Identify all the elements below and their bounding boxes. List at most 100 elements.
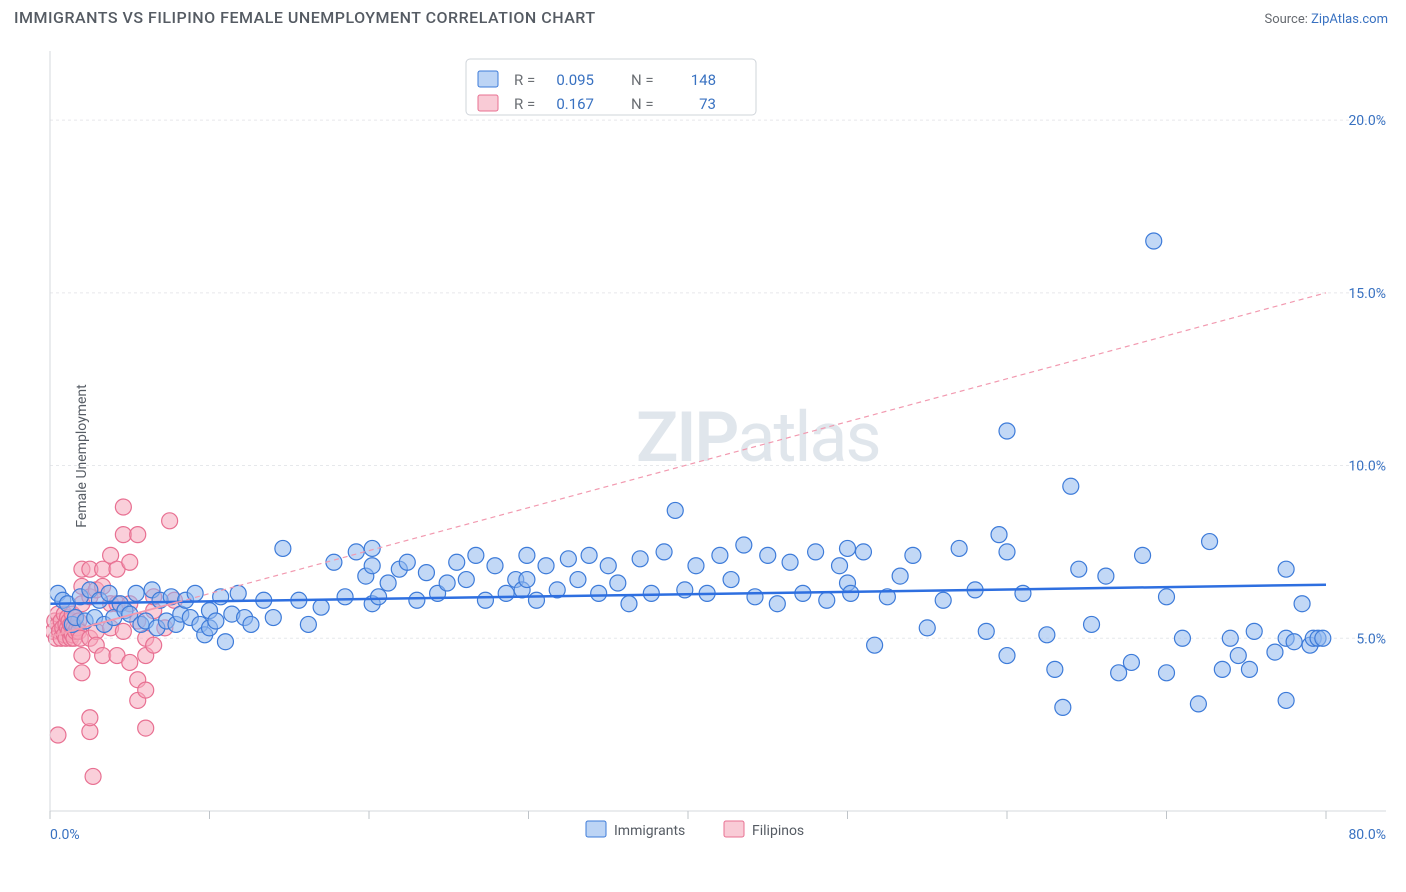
- legend-n-value: 148: [691, 71, 716, 89]
- data-point: [867, 637, 883, 653]
- data-point: [1246, 623, 1262, 639]
- legend-r-value: 0.095: [556, 71, 594, 89]
- data-point: [208, 613, 224, 629]
- data-point: [736, 537, 752, 553]
- data-point: [1159, 589, 1175, 605]
- data-point: [458, 572, 474, 588]
- data-point: [855, 544, 871, 560]
- data-point: [1230, 648, 1246, 664]
- data-point: [115, 499, 131, 515]
- data-point: [85, 768, 101, 784]
- data-point: [1039, 627, 1055, 643]
- data-point: [162, 513, 178, 529]
- data-point: [999, 423, 1015, 439]
- legend-n-value: 73: [699, 95, 716, 113]
- data-point: [1063, 478, 1079, 494]
- data-point: [1267, 644, 1283, 660]
- data-point: [591, 585, 607, 601]
- series-legend-swatch: [586, 821, 606, 837]
- data-point: [138, 720, 154, 736]
- data-point: [643, 585, 659, 601]
- data-point: [115, 527, 131, 543]
- data-point: [122, 554, 138, 570]
- data-point: [999, 544, 1015, 560]
- data-point: [808, 544, 824, 560]
- data-point: [999, 648, 1015, 664]
- data-point: [656, 544, 672, 560]
- data-point: [1286, 634, 1302, 650]
- legend-r-label: R =: [514, 71, 535, 89]
- data-point: [1174, 630, 1190, 646]
- data-point: [905, 547, 921, 563]
- data-point: [600, 558, 616, 574]
- data-point: [712, 547, 728, 563]
- data-point: [498, 585, 514, 601]
- data-point: [409, 592, 425, 608]
- data-point: [1202, 534, 1218, 550]
- scatter-plot: ZIPatlas 5.0%10.0%15.0%20.0%0.0%80.0% R …: [46, 31, 1396, 851]
- data-point: [348, 544, 364, 560]
- trendline-filipinos-dash: [178, 293, 1326, 602]
- data-point: [1278, 692, 1294, 708]
- data-point: [1084, 616, 1100, 632]
- data-point: [122, 654, 138, 670]
- data-point: [243, 616, 259, 632]
- data-point: [1098, 568, 1114, 584]
- data-point: [364, 558, 380, 574]
- y-tick-label: 10.0%: [1348, 459, 1386, 475]
- data-point: [1047, 661, 1063, 677]
- data-point: [146, 637, 162, 653]
- data-point: [1315, 630, 1331, 646]
- data-point: [1135, 547, 1151, 563]
- data-point: [1294, 596, 1310, 612]
- data-point: [1055, 699, 1071, 715]
- data-point: [769, 596, 785, 612]
- data-point: [519, 547, 535, 563]
- data-point: [935, 592, 951, 608]
- data-point: [313, 599, 329, 615]
- data-point: [128, 585, 144, 601]
- series-legend-label: Filipinos: [752, 823, 804, 839]
- data-point: [840, 540, 856, 556]
- data-point: [50, 727, 66, 743]
- data-point: [978, 623, 994, 639]
- data-point: [632, 551, 648, 567]
- source-link[interactable]: ZipAtlas.com: [1311, 12, 1388, 27]
- data-point: [337, 589, 353, 605]
- data-point: [519, 572, 535, 588]
- data-point: [399, 554, 415, 570]
- title-bar: IMMIGRANTS VS FILIPINO FEMALE UNEMPLOYME…: [0, 0, 1406, 31]
- data-point: [1159, 665, 1175, 681]
- data-point: [300, 616, 316, 632]
- data-point: [130, 527, 146, 543]
- data-point: [951, 540, 967, 556]
- x-tick-label: 0.0%: [50, 827, 80, 843]
- data-point: [380, 575, 396, 591]
- data-point: [560, 551, 576, 567]
- data-point: [892, 568, 908, 584]
- series-legend-swatch: [724, 821, 744, 837]
- chart-title: IMMIGRANTS VS FILIPINO FEMALE UNEMPLOYME…: [14, 8, 596, 27]
- data-point: [843, 585, 859, 601]
- data-point: [477, 592, 493, 608]
- data-point: [688, 558, 704, 574]
- data-point: [1190, 696, 1206, 712]
- data-point: [1278, 561, 1294, 577]
- data-point: [667, 502, 683, 518]
- source-attribution: Source: ZipAtlas.com: [1264, 12, 1388, 27]
- legend-swatch: [478, 71, 498, 87]
- data-point: [538, 558, 554, 574]
- data-point: [528, 592, 544, 608]
- data-point: [1214, 661, 1230, 677]
- data-point: [782, 554, 798, 570]
- data-point: [832, 558, 848, 574]
- data-point: [991, 527, 1007, 543]
- data-point: [74, 648, 90, 664]
- data-point: [747, 589, 763, 605]
- data-point: [138, 682, 154, 698]
- data-point: [919, 620, 935, 636]
- data-point: [819, 592, 835, 608]
- data-point: [418, 565, 434, 581]
- data-point: [371, 589, 387, 605]
- chart-container: Female Unemployment ZIPatlas 5.0%10.0%15…: [0, 31, 1406, 881]
